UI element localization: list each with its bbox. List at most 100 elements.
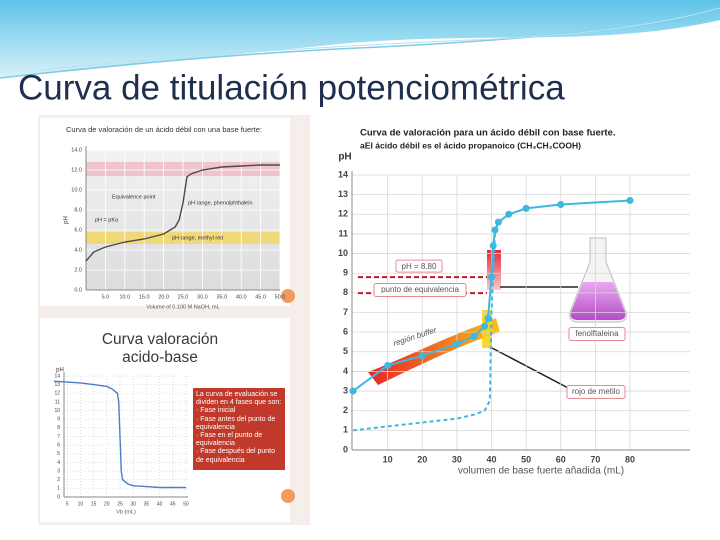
x-tick-label: 15 bbox=[91, 501, 97, 507]
y-tick-label: 6.0 bbox=[74, 227, 82, 233]
annotation: pH range, methyl red bbox=[172, 235, 223, 241]
slide-title: Curva de titulación potenciométrica bbox=[18, 68, 565, 107]
x-tick-label: 10 bbox=[383, 454, 393, 464]
indicator-band bbox=[482, 310, 492, 348]
annotation: rojo de metilo bbox=[572, 387, 621, 396]
y-tick-label: 10 bbox=[54, 408, 60, 414]
y-tick-label: 10.0 bbox=[71, 187, 82, 193]
x-tick-label: 30.0 bbox=[197, 294, 208, 300]
y-tick-label: 12 bbox=[54, 391, 60, 397]
note-line: Fase después del punto de equivalencia bbox=[196, 448, 282, 464]
note-line: La curva de evaluación se dividen en 4 f… bbox=[196, 391, 282, 407]
x-tick-label: 50 bbox=[521, 454, 531, 464]
header-line bbox=[39, 7, 720, 71]
y-tick-label: 11 bbox=[55, 399, 60, 405]
y-tick-label: 5 bbox=[343, 346, 348, 356]
data-point bbox=[470, 332, 478, 340]
label-box bbox=[568, 327, 626, 341]
x-tick-label: 10 bbox=[78, 501, 84, 507]
label-box bbox=[373, 283, 467, 297]
y-axis-label: pH bbox=[338, 152, 351, 163]
chart-subtitle: aEl ácido débil es el ácido propanoico (… bbox=[360, 140, 581, 150]
flask-liquid bbox=[570, 282, 626, 320]
data-point bbox=[481, 322, 489, 330]
equivalence-label: pH = 8.80 bbox=[402, 262, 437, 271]
data-point bbox=[453, 340, 461, 348]
y-tick-label: 12 bbox=[338, 209, 348, 219]
header-wave bbox=[0, 0, 720, 78]
y-tick-label: 1 bbox=[57, 486, 60, 492]
y-tick-label: 2 bbox=[57, 477, 60, 483]
y-tick-label: 14 bbox=[338, 169, 348, 179]
y-tick-label: 10 bbox=[338, 248, 348, 258]
x-tick-label: 50 bbox=[183, 501, 189, 507]
label-box bbox=[566, 385, 626, 399]
note-line: Fase en el punto de equivalencia bbox=[196, 432, 282, 448]
chart-title: Curva de valoración para un ácido débil … bbox=[360, 128, 616, 139]
x-tick-label: 35 bbox=[144, 501, 150, 507]
data-line bbox=[53, 380, 186, 489]
x-tick-label: 45.0 bbox=[255, 294, 266, 300]
y-tick-label: 11 bbox=[338, 228, 348, 238]
x-tick-label: 25 bbox=[117, 501, 123, 507]
y-tick-label: 14.0 bbox=[71, 147, 82, 153]
data-point bbox=[522, 204, 530, 212]
data-point bbox=[489, 242, 497, 250]
annotation: pH range, phenolphthalein bbox=[188, 200, 253, 206]
y-tick-label: 0.0 bbox=[74, 287, 82, 293]
x-tick-label: 30 bbox=[452, 454, 462, 464]
x-tick-label: 20 bbox=[417, 454, 427, 464]
annotation: fenolftaleina bbox=[575, 329, 619, 338]
y-tick-label: 5 bbox=[57, 451, 60, 457]
x-tick-label: 5 bbox=[66, 501, 69, 507]
x-tick-label: 40.0 bbox=[236, 294, 247, 300]
x-tick-label: 50.0 bbox=[275, 294, 286, 300]
data-line bbox=[85, 164, 280, 262]
chart-subtitle: acido-base bbox=[122, 349, 198, 366]
decor-dot bbox=[281, 489, 295, 503]
y-tick-label: 6 bbox=[343, 327, 348, 337]
y-tick-label: 4.0 bbox=[74, 247, 82, 253]
x-axis-label: Vb (mL) bbox=[116, 509, 136, 515]
y-tick-label: 8 bbox=[343, 287, 348, 297]
x-tick-label: 40 bbox=[486, 454, 496, 464]
y-axis-label: pH bbox=[56, 368, 64, 374]
y-tick-label: 13 bbox=[54, 382, 60, 388]
x-tick-label: 45 bbox=[170, 501, 176, 507]
x-tick-label: 25.0 bbox=[178, 294, 189, 300]
y-tick-label: 2.0 bbox=[74, 267, 82, 273]
x-tick-label: 20.0 bbox=[158, 294, 169, 300]
y-tick-label: 3 bbox=[57, 468, 60, 474]
x-tick-label: 70 bbox=[590, 454, 600, 464]
data-point bbox=[505, 210, 513, 218]
y-tick-label: 13 bbox=[338, 189, 348, 199]
data-point bbox=[484, 314, 492, 322]
x-tick-label: 40 bbox=[157, 501, 163, 507]
x-tick-label: 10.0 bbox=[119, 294, 130, 300]
data-line bbox=[352, 221, 500, 432]
y-tick-label: 0 bbox=[57, 494, 60, 500]
x-tick-label: 30 bbox=[130, 501, 136, 507]
notes-box: La curva de evaluación se dividen en 4 f… bbox=[193, 388, 285, 470]
y-tick-label: 2 bbox=[343, 405, 348, 415]
y-tick-label: 9 bbox=[57, 417, 60, 423]
y-axis-label: pH bbox=[64, 216, 70, 224]
label-box bbox=[395, 259, 443, 273]
chart-panel bbox=[320, 115, 696, 493]
y-tick-label: 12.0 bbox=[71, 167, 82, 173]
y-tick-label: 4 bbox=[343, 366, 348, 376]
x-tick-label: 20 bbox=[104, 501, 110, 507]
y-tick-label: 3 bbox=[343, 385, 348, 395]
chart-title: Curva valoración bbox=[102, 331, 218, 348]
y-tick-label: 7 bbox=[57, 434, 60, 440]
y-tick-label: 7 bbox=[343, 307, 348, 317]
y-tick-label: 6 bbox=[57, 442, 60, 448]
y-tick-label: 1 bbox=[343, 425, 348, 435]
arrow-line bbox=[491, 347, 573, 391]
y-tick-label: 4 bbox=[57, 460, 60, 466]
x-axis-label: volumen de base fuerte añadida (mL) bbox=[458, 466, 624, 477]
data-point bbox=[626, 197, 634, 205]
x-tick-label: 5.0 bbox=[102, 294, 110, 300]
decor-dot bbox=[281, 289, 295, 303]
